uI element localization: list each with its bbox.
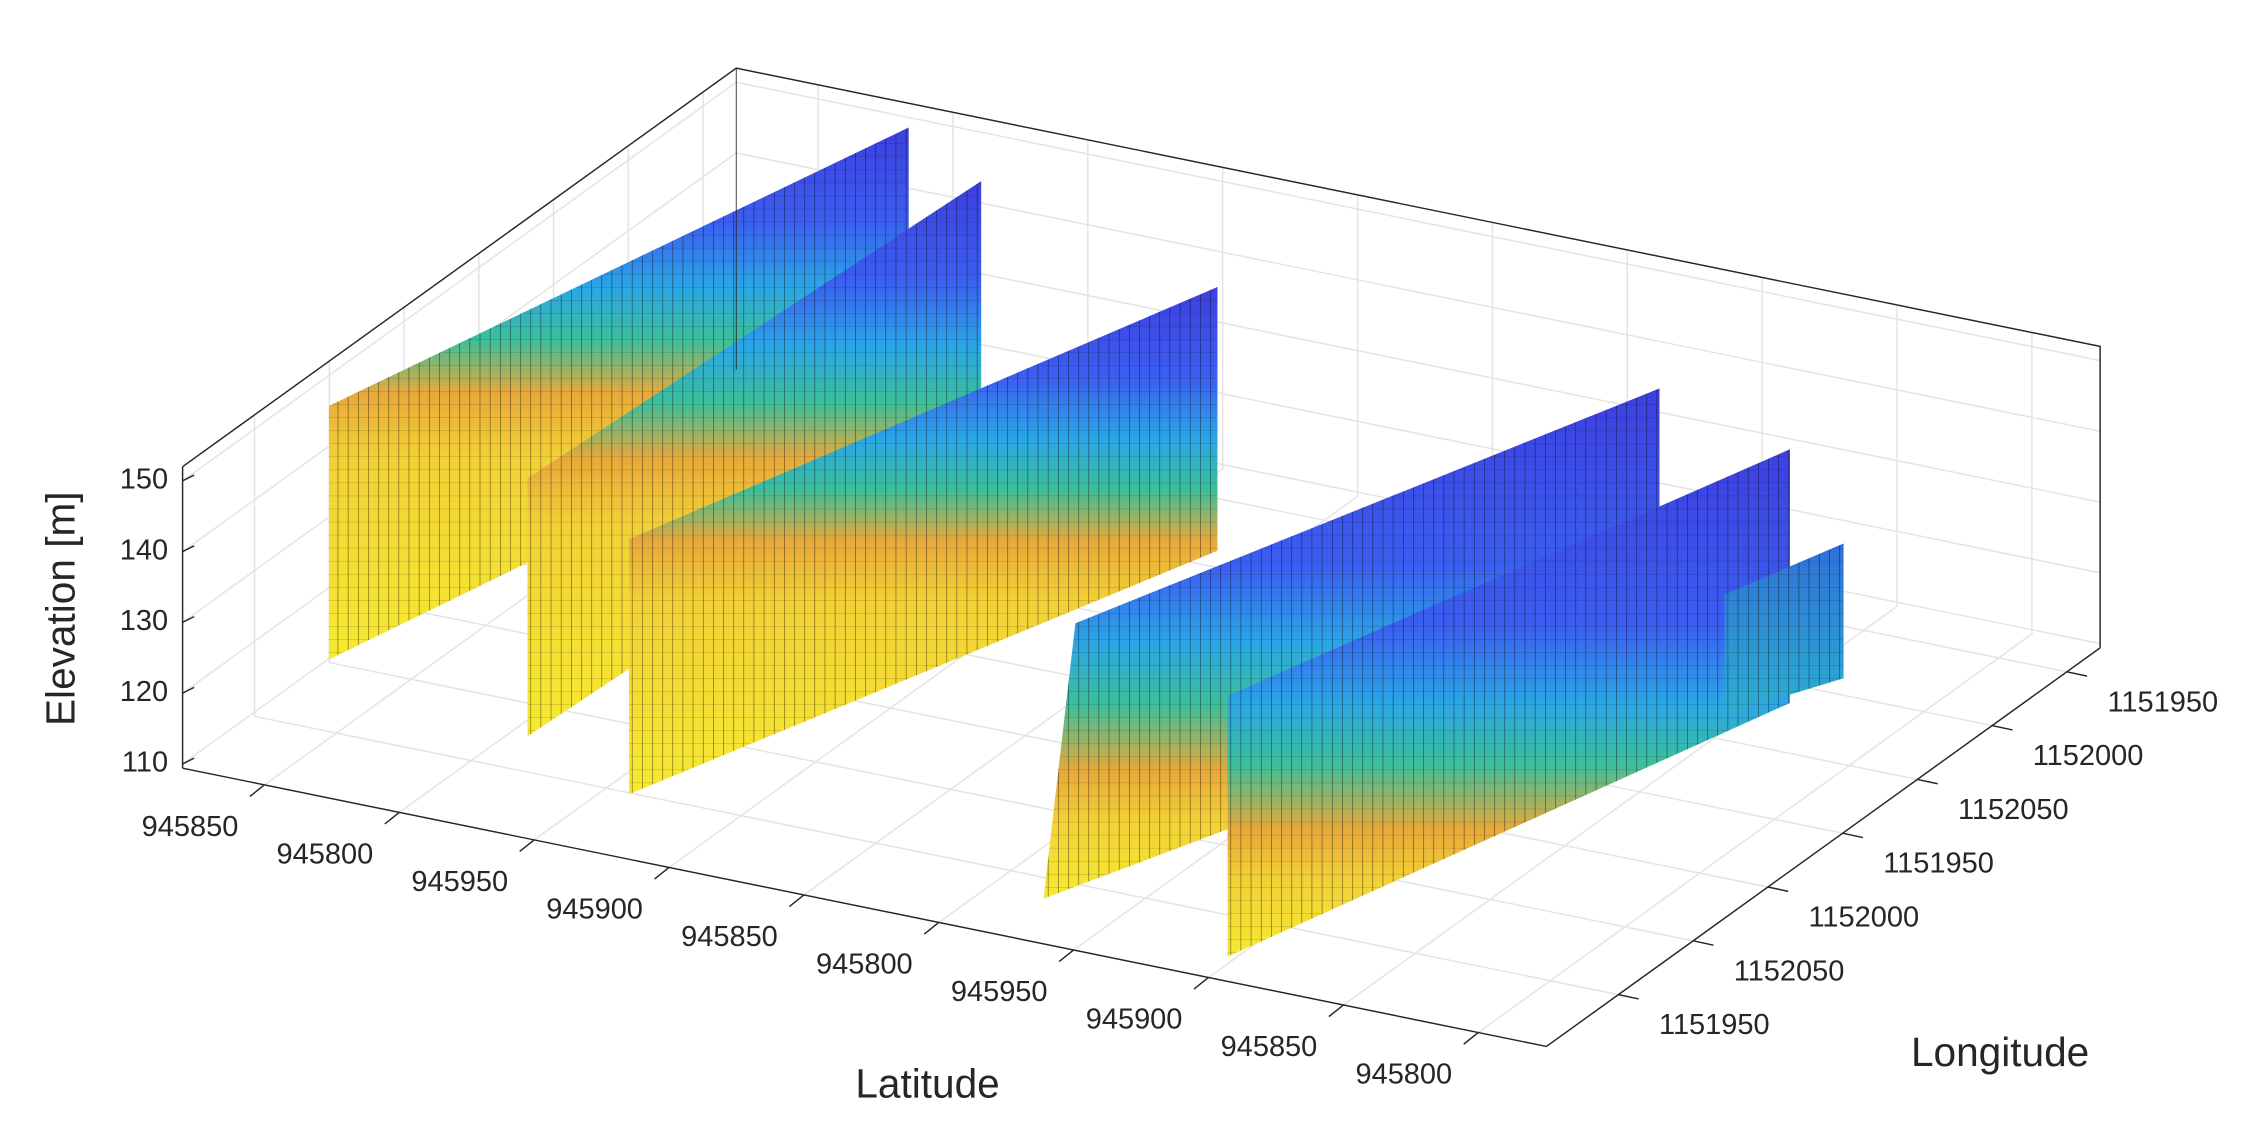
- x-tick-label: 945800: [816, 949, 913, 981]
- x-axis-label: Latitude: [855, 1061, 999, 1107]
- y-tick: [1991, 724, 2013, 731]
- x-axis: [182, 767, 1547, 1048]
- y-tick: [1917, 778, 1938, 785]
- z-tick-label: 130: [120, 605, 168, 637]
- curtain-mesh: [1227, 449, 1790, 957]
- z-tick-label: 150: [120, 464, 168, 496]
- z-tick: [182, 615, 195, 624]
- z-tick-label: 110: [122, 747, 168, 779]
- y-tick-label: 1151950: [1883, 848, 1994, 880]
- x-tick-label: 945950: [411, 866, 508, 898]
- z-tick: [182, 686, 195, 694]
- y-tick: [2066, 671, 2088, 677]
- z-tick-label: 140: [120, 534, 168, 566]
- y-tick-label: 1152000: [1808, 902, 1919, 934]
- z-tick: [182, 757, 195, 765]
- axes: 110 120 130 140 150 945850 945800 945950 945900 9…: [120, 67, 2218, 1091]
- x-tick: [923, 921, 940, 935]
- x-tick-label: 945850: [681, 921, 778, 953]
- x-tick: [1463, 1031, 1479, 1045]
- x-tick: [519, 839, 535, 853]
- grid-line: [1342, 304, 1898, 1006]
- y-tick: [1618, 993, 1639, 1000]
- y-tick-label: 1152000: [2033, 740, 2144, 772]
- y-tick: [1693, 940, 1714, 946]
- curtain-mesh: [1724, 543, 1844, 715]
- y-tick-label: 1152050: [1958, 794, 2069, 826]
- z-tick: [182, 474, 195, 482]
- z-tick: [182, 545, 195, 553]
- grid-line: [253, 414, 1619, 996]
- y-axis: [1546, 647, 2101, 1048]
- x-tick-label: 945950: [951, 976, 1048, 1008]
- y-tick: [1842, 832, 1864, 839]
- y-tick-label: 1151950: [2107, 686, 2218, 718]
- curtain-mesh: [328, 127, 909, 660]
- surfaces: [328, 127, 1844, 957]
- grid-line: [1477, 332, 2033, 1034]
- z-axis-label: Elevation [m]: [37, 491, 83, 726]
- curtain-mesh: [628, 286, 1218, 795]
- x-tick-label: 945800: [1355, 1059, 1452, 1091]
- x-tick-label: 945850: [142, 811, 239, 843]
- y-tick-label: 1152050: [1734, 955, 1845, 987]
- x-tick-label: 945900: [1086, 1004, 1183, 1036]
- grid-line: [668, 167, 1224, 869]
- z-tick-label: 120: [120, 676, 168, 708]
- grid-line: [803, 194, 1359, 896]
- y-tick: [1767, 886, 1789, 893]
- x-tick-label: 945800: [277, 839, 374, 871]
- y-tick-label: 1151950: [1659, 1009, 1770, 1041]
- x-tick: [1193, 976, 1209, 990]
- x-tick-label: 945850: [1221, 1031, 1318, 1063]
- x-tick: [788, 894, 805, 908]
- x-tick: [249, 784, 265, 798]
- x-tick: [384, 811, 400, 825]
- x-tick: [1058, 949, 1075, 963]
- y-axis-label: Longitude: [1911, 1029, 2089, 1075]
- x-tick: [1328, 1004, 1344, 1018]
- x-tick: [654, 866, 670, 880]
- x-tick-label: 945900: [546, 894, 643, 926]
- box-edge: [182, 67, 2101, 648]
